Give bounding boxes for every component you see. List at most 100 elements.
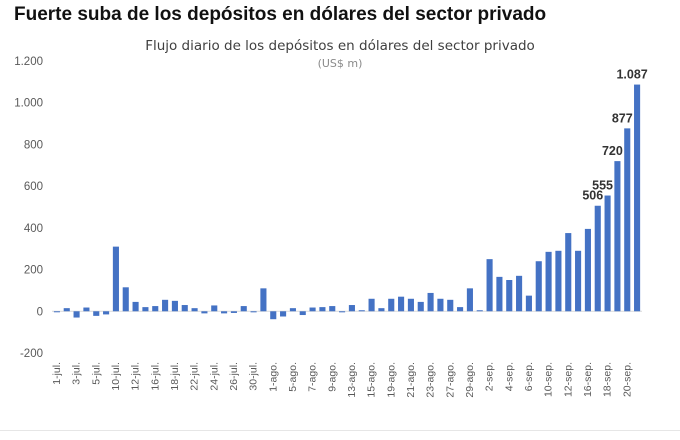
- y-tick-label: 0: [37, 306, 43, 318]
- x-tick-label: 6-sep.: [523, 362, 535, 391]
- x-tick-label: 9-ago.: [326, 362, 338, 392]
- x-tick-label: 1-ago.: [267, 362, 279, 392]
- x-tick-label: 10-sep.: [543, 362, 555, 397]
- bar: [466, 288, 473, 312]
- bar: [437, 298, 444, 312]
- bar: [240, 306, 247, 312]
- x-tick-label: 15-ago.: [366, 362, 378, 398]
- x-tick-label: 24-jul.: [208, 362, 220, 391]
- x-tick-label: 21-ago.: [405, 362, 417, 398]
- x-tick-label: 20-sep.: [621, 362, 633, 397]
- bar: [211, 305, 218, 312]
- x-tick-label: 18-jul.: [169, 362, 181, 391]
- y-tick-label: 400: [24, 223, 43, 235]
- y-tick-label: 800: [24, 139, 43, 151]
- bar: [280, 311, 287, 317]
- bar: [152, 306, 159, 312]
- bar: [516, 275, 523, 312]
- bar: [339, 311, 346, 313]
- y-tick-label: 1.000: [14, 98, 43, 110]
- bar: [506, 280, 513, 312]
- bar: [398, 296, 405, 312]
- bar: [63, 308, 70, 312]
- x-tick-label: 1-jul.: [51, 362, 63, 385]
- chart-title: Flujo diario de los depósitos en dólares…: [145, 38, 535, 54]
- x-tick-label: 23-ago.: [425, 362, 437, 398]
- bar: [309, 307, 316, 312]
- bar: [457, 307, 464, 312]
- bar: [230, 311, 237, 313]
- headline: Fuerte suba de los depósitos en dólares …: [14, 4, 547, 25]
- x-tick-label: 7-ago.: [307, 362, 319, 392]
- bar: [299, 311, 306, 316]
- bar: [319, 307, 326, 312]
- data-label: 506: [582, 189, 603, 203]
- x-tick-label: 16-sep.: [582, 362, 594, 397]
- x-tick-label: 27-ago.: [444, 362, 456, 398]
- x-tick-label: 22-jul.: [189, 362, 201, 391]
- data-label: 555: [592, 179, 613, 193]
- bar: [604, 195, 611, 312]
- bar: [191, 308, 198, 312]
- bars: [53, 84, 641, 320]
- bar: [142, 307, 149, 312]
- x-tick-label: 16-jul.: [149, 362, 161, 391]
- divider: [0, 430, 680, 431]
- bar: [348, 305, 355, 312]
- bar: [545, 251, 552, 312]
- x-tick-label: 10-jul.: [110, 362, 122, 391]
- bar: [181, 305, 188, 312]
- bar: [201, 311, 208, 314]
- y-tick-label: 1.200: [14, 56, 43, 68]
- x-axis: 1-jul. 3-jul. 5-jul. 10-jul. 12-jul. 16-jul. 1…: [51, 362, 633, 398]
- x-tick-label: 12-sep.: [562, 362, 574, 397]
- data-label: 877: [612, 111, 633, 125]
- bar: [614, 161, 621, 312]
- bar: [565, 233, 572, 312]
- y-tick-label: 200: [24, 265, 43, 277]
- bar: [368, 298, 375, 312]
- bar: [112, 246, 119, 312]
- bar: [358, 310, 365, 312]
- bar: [496, 276, 503, 312]
- bar: [171, 300, 178, 312]
- bar: [525, 295, 532, 312]
- bar: [575, 250, 582, 312]
- bar: [289, 308, 296, 312]
- x-tick-label: 18-sep.: [602, 362, 614, 397]
- bar: [378, 308, 385, 312]
- bar: [535, 261, 542, 312]
- bar: [427, 292, 434, 312]
- x-tick-label: 5-jul.: [90, 362, 102, 385]
- bar: [221, 311, 228, 314]
- bar: [53, 311, 60, 313]
- bar: [260, 288, 267, 312]
- bar: [634, 84, 641, 312]
- bar: [584, 228, 591, 312]
- y-axis: -200 0 200 400 600 800 1.000 1.200: [14, 56, 43, 360]
- bar: [329, 306, 336, 312]
- bar: [388, 298, 395, 312]
- x-tick-label: 4-sep.: [503, 362, 515, 391]
- bar: [162, 299, 169, 312]
- bar: [103, 311, 110, 315]
- bar: [83, 307, 90, 312]
- bar: [73, 311, 80, 318]
- chart-subtitle: (US$ m): [317, 57, 363, 70]
- y-tick-label: 600: [24, 181, 43, 193]
- data-label: 1.087: [616, 68, 647, 82]
- y-tick-label: -200: [20, 348, 43, 360]
- data-label: 720: [602, 144, 623, 158]
- x-tick-label: 29-ago.: [464, 362, 476, 398]
- x-tick-label: 13-ago.: [346, 362, 358, 398]
- bar: [624, 128, 631, 312]
- bar: [486, 259, 493, 312]
- bar: [594, 205, 601, 312]
- bar: [447, 299, 454, 312]
- x-tick-label: 5-ago.: [287, 362, 299, 392]
- x-tick-label: 30-jul.: [248, 362, 260, 391]
- bar: [122, 287, 129, 312]
- bar: [270, 311, 277, 320]
- bar: [407, 298, 414, 312]
